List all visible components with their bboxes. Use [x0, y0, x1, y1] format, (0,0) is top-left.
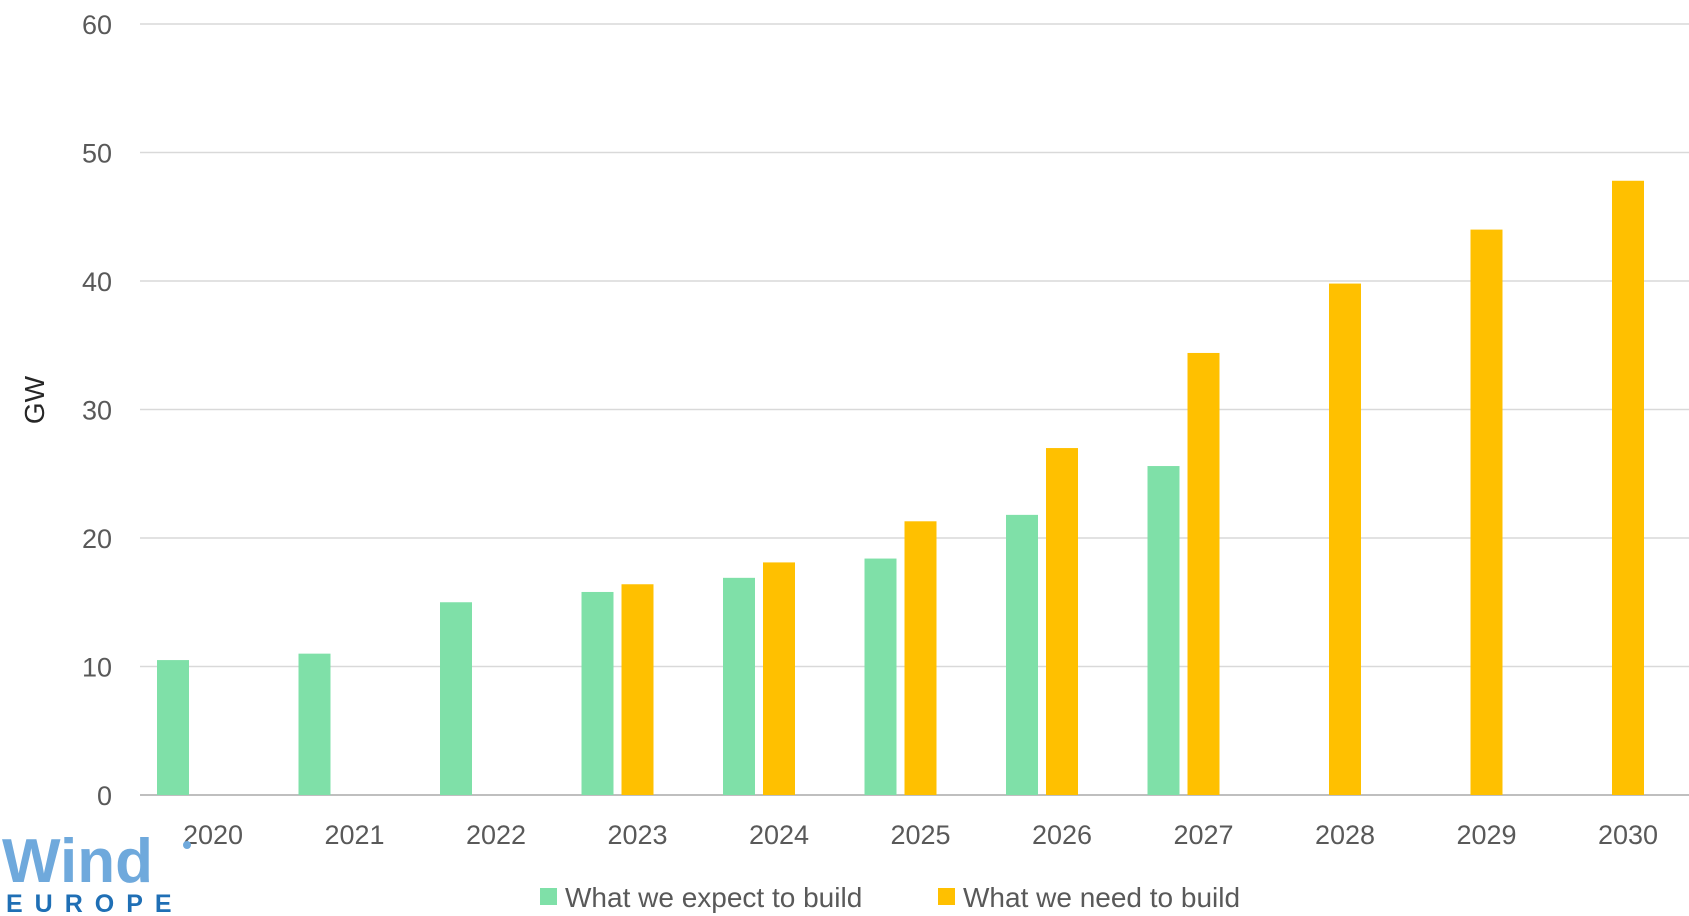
- bar-expect-2022: [440, 602, 472, 795]
- bar-need-2029: [1470, 229, 1503, 796]
- y-tick-label: 60: [82, 10, 112, 40]
- legend-swatch-expect: [540, 888, 557, 905]
- bar-expect-2024: [723, 577, 755, 795]
- legend-swatch-need: [938, 888, 955, 905]
- y-tick-label: 0: [97, 781, 112, 811]
- y-tick-label: 40: [82, 267, 112, 297]
- legend-label-expect: What we expect to build: [565, 882, 862, 913]
- bar-need-2030: [1612, 180, 1644, 795]
- bar-expect-2023: [581, 591, 614, 795]
- x-tick-label: 2029: [1456, 820, 1516, 850]
- bar-expect-2026: [1006, 514, 1038, 795]
- x-tick-label: 2021: [324, 820, 384, 850]
- x-tick-label: 2024: [749, 820, 809, 850]
- logo-subtitle: EUROPE: [6, 890, 184, 916]
- legend: What we expect to build What we need to …: [540, 882, 1240, 913]
- windeurope-logo: Wind EUROPE: [2, 827, 191, 916]
- bar-need-2023: [621, 584, 654, 795]
- bar-need-2028: [1329, 283, 1361, 795]
- x-tick-label: 2027: [1173, 820, 1233, 850]
- x-tick-label: 2022: [466, 820, 526, 850]
- bar-expect-2021: [298, 653, 331, 795]
- x-tick-label: 2028: [1315, 820, 1375, 850]
- bar-expect-2027: [1147, 466, 1180, 795]
- y-tick-label: 20: [82, 524, 112, 554]
- x-tick-label: 2030: [1598, 820, 1658, 850]
- bar-expect-2025: [864, 558, 897, 795]
- y-axis-title: GW: [19, 375, 50, 424]
- bar-need-2027: [1187, 352, 1220, 795]
- x-axis-ticks: 2020 2021 2022 2023 2024 2025 2026 2027 2028 2029…: [183, 820, 1658, 850]
- bar-expect-2020: [157, 660, 189, 795]
- y-tick-label: 50: [82, 139, 112, 169]
- bar-need-2024: [763, 562, 795, 795]
- x-tick-label: 2026: [1032, 820, 1092, 850]
- x-tick-label: 2025: [890, 820, 950, 850]
- gridlines: [140, 23, 1689, 796]
- bar-need-2025: [904, 521, 937, 795]
- bar-need-2026: [1046, 448, 1078, 795]
- x-tick-label: 2020: [183, 820, 243, 850]
- x-tick-label: 2023: [607, 820, 667, 850]
- legend-label-need: What we need to build: [963, 882, 1240, 913]
- y-tick-label: 10: [82, 653, 112, 683]
- logo-wordmark: Wind: [2, 827, 153, 896]
- y-axis-ticks: 0 10 20 30 40 50 60: [82, 10, 112, 811]
- logo-dot: [183, 841, 191, 849]
- bars: [157, 180, 1644, 796]
- y-tick-label: 30: [82, 396, 112, 426]
